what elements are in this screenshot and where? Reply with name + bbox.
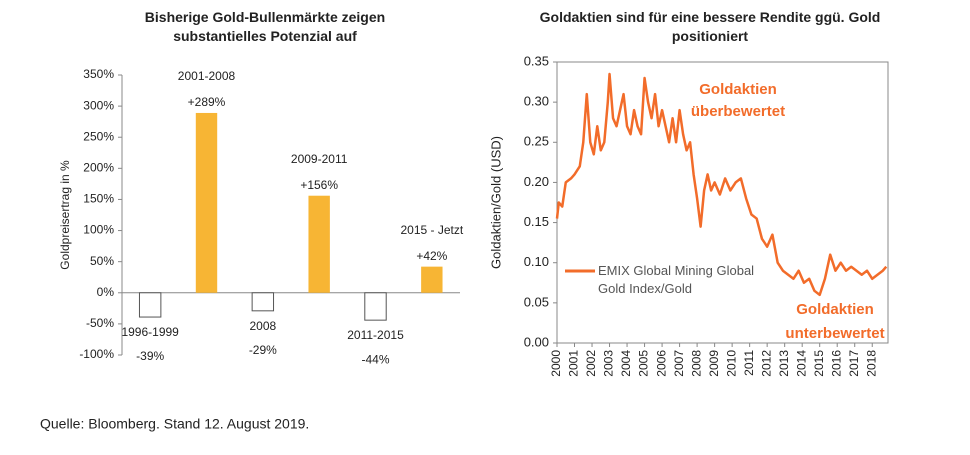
category-label-box: 1996-1999 [121,325,179,340]
x-tick-label: 2015 [812,350,826,377]
legend-label-box: EMIX Global Mining Global Gold Index/Gol… [598,263,755,296]
x-tick-label: 2007 [672,350,686,377]
annotation: unterbewertet [785,325,884,342]
x-tick-label: 2001 [567,350,581,377]
x-tick-label: 2013 [777,350,791,377]
x-tick-label: 2011 [742,350,756,376]
y-tick-label: 0.05 [524,294,549,309]
category-label: 2009-2011 [290,151,348,166]
category-label-box: 2009-2011 [290,151,348,166]
y-tick-label: -100% [79,347,114,361]
x-tick-label: 2000 [549,350,563,377]
y-tick-label: 350% [83,67,114,81]
x-tick-label: 2016 [829,350,843,377]
x-tick-label: 2009 [707,350,721,377]
category-label: 2001-2008 [177,68,236,83]
x-tick-label: 2018 [864,350,878,377]
category-label-box: 2015 - Jetzt [400,222,464,237]
x-tick-label: 2010 [724,350,738,377]
category-label: 2011-2015 [347,328,404,343]
bar [138,292,162,318]
y-tick-label: 50% [90,254,114,268]
annotation: Goldaktien [699,81,777,98]
value-label: -39% [136,349,164,363]
annotation: Goldaktien [796,301,874,318]
x-tick-label: 2003 [602,350,616,377]
y-axis-label: Goldaktien/Gold (USD) [488,136,503,269]
value-label: -29% [249,343,277,357]
source: Quelle: Bloomberg. Stand 12. August 2019… [40,416,309,432]
y-tick-label: 0.20 [524,174,549,189]
category-label: 2008 [249,318,277,333]
y-tick-label: 0% [97,285,115,299]
y-tick-label: 0.00 [524,334,549,349]
y-tick-label: 200% [83,161,114,175]
chart-title: Bisherige Gold-Bullenmärkte zeigen subst… [144,9,386,44]
category-label-box: 2008 [249,318,277,333]
y-tick-label: 100% [83,223,114,237]
x-tick-label: 2005 [637,350,651,377]
x-tick-label: 2006 [654,350,668,377]
y-tick-label: 0.25 [524,134,549,149]
chart-title-box: Goldaktien sind für eine bessere Rendite… [539,9,881,44]
line-series [555,72,888,297]
bar [364,292,387,321]
y-tick-label: 0.30 [524,94,549,109]
category-label: 2015 - Jetzt [400,222,464,237]
y-tick-label: 150% [83,192,114,206]
value-label: +156% [300,178,338,192]
x-tick-label: 2017 [847,350,861,377]
y-tick-label: 0.35 [524,53,549,68]
value-label: +42% [416,249,447,263]
chart-title-box: Bisherige Gold-Bullenmärkte zeigen subst… [144,9,386,44]
legend-label: EMIX Global Mining Global Gold Index/Gol… [598,263,755,296]
y-tick-label: 0.10 [524,254,549,269]
x-tick-label: 2012 [759,350,773,377]
x-tick-label: 2008 [689,350,703,377]
annotation: überbewertet [691,103,785,120]
category-label-box: 2011-2015 [347,328,404,343]
bar [251,292,275,312]
bar [195,112,218,293]
x-tick-label: 2014 [794,350,808,377]
y-axis-label: Goldpreisertrag in % [58,160,72,270]
bar [308,195,330,293]
y-tick-label: 250% [83,129,114,143]
x-tick-label: 2004 [619,350,633,377]
y-tick-label: 0.15 [524,214,549,229]
y-tick-label: -50% [86,316,114,330]
value-label: +289% [188,95,226,109]
chart-title: Goldaktien sind für eine bessere Rendite… [539,9,881,44]
category-label-box: 2001-2008 [177,68,236,83]
value-label: -44% [361,352,389,366]
bar [421,266,443,293]
x-tick-label: 2002 [584,350,598,377]
y-tick-label: 300% [83,98,114,112]
category-label: 1996-1999 [121,325,179,340]
plot-frame [556,61,889,344]
